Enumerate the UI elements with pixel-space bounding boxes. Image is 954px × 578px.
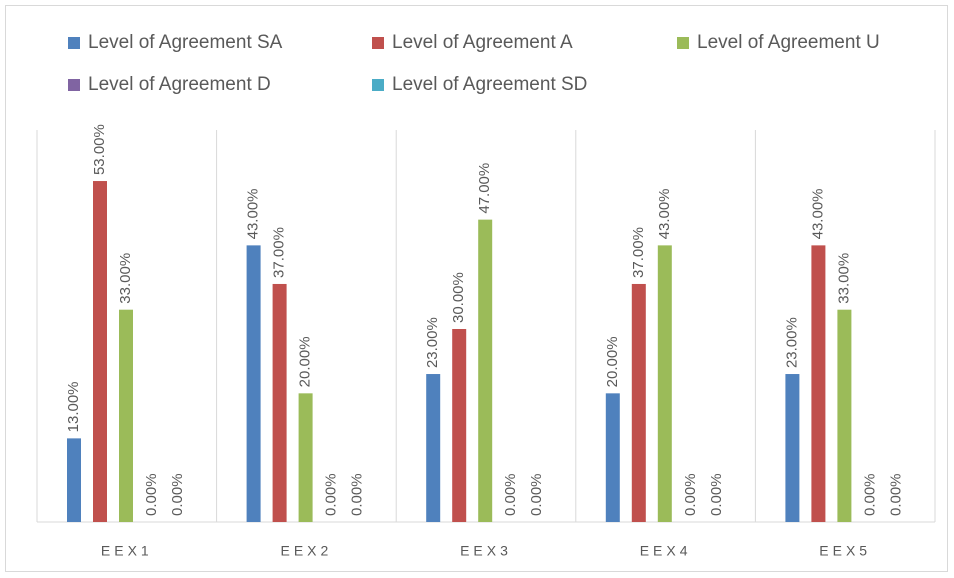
value-label: 37.00%: [630, 227, 647, 278]
bar: [631, 283, 646, 522]
legend-swatch: [372, 79, 384, 91]
value-label: 53.00%: [91, 124, 108, 175]
legend-label: Level of Agreement SD: [392, 74, 587, 95]
bar: [298, 393, 313, 522]
legend-swatch: [68, 37, 80, 49]
bar: [272, 283, 287, 522]
bar: [119, 309, 133, 522]
value-label: 0.00%: [143, 473, 160, 516]
bar: [246, 245, 261, 522]
value-label: 0.00%: [861, 473, 878, 516]
bar: [785, 374, 800, 522]
value-label: 0.00%: [169, 473, 186, 516]
bar: [837, 309, 852, 522]
bar: [67, 438, 81, 522]
value-label: 43.00%: [245, 188, 262, 239]
bar: [452, 329, 467, 522]
x-tick-label: EEX5: [819, 543, 871, 559]
value-label: 47.00%: [476, 163, 493, 214]
value-label: 43.00%: [809, 188, 826, 239]
legend-label: Level of Agreement SA: [88, 32, 283, 53]
legend-label: Level of Agreement A: [392, 32, 573, 53]
value-label: 23.00%: [783, 317, 800, 368]
legend-label: Level of Agreement D: [88, 74, 271, 95]
bar: [657, 245, 672, 522]
legend-swatch: [68, 79, 80, 91]
value-label: 33.00%: [835, 253, 852, 304]
x-tick-label: EEX4: [640, 543, 692, 559]
value-label: 0.00%: [323, 473, 340, 516]
x-tick-label: EEX2: [280, 543, 332, 559]
x-tick-label: EEX1: [101, 543, 153, 559]
value-label: 0.00%: [528, 473, 545, 516]
bar: [478, 219, 493, 522]
legend-label: Level of Agreement U: [697, 32, 880, 53]
value-label: 43.00%: [656, 188, 673, 239]
value-label: 33.00%: [117, 253, 134, 304]
value-label: 20.00%: [604, 336, 621, 387]
value-label: 20.00%: [297, 336, 314, 387]
bar: [426, 374, 441, 522]
value-label: 0.00%: [682, 473, 699, 516]
value-label: 0.00%: [708, 473, 725, 516]
value-label: 37.00%: [271, 227, 288, 278]
value-label: 23.00%: [424, 317, 441, 368]
bar: [811, 245, 826, 522]
bar: [605, 393, 620, 522]
x-tick-label: EEX3: [460, 543, 512, 559]
legend-swatch: [372, 37, 384, 49]
bar: [93, 181, 107, 523]
value-label: 0.00%: [349, 473, 366, 516]
value-label: 13.00%: [65, 381, 82, 432]
value-label: 0.00%: [887, 473, 904, 516]
legend-swatch: [677, 37, 689, 49]
value-label: 0.00%: [502, 473, 519, 516]
value-label: 30.00%: [450, 272, 467, 323]
